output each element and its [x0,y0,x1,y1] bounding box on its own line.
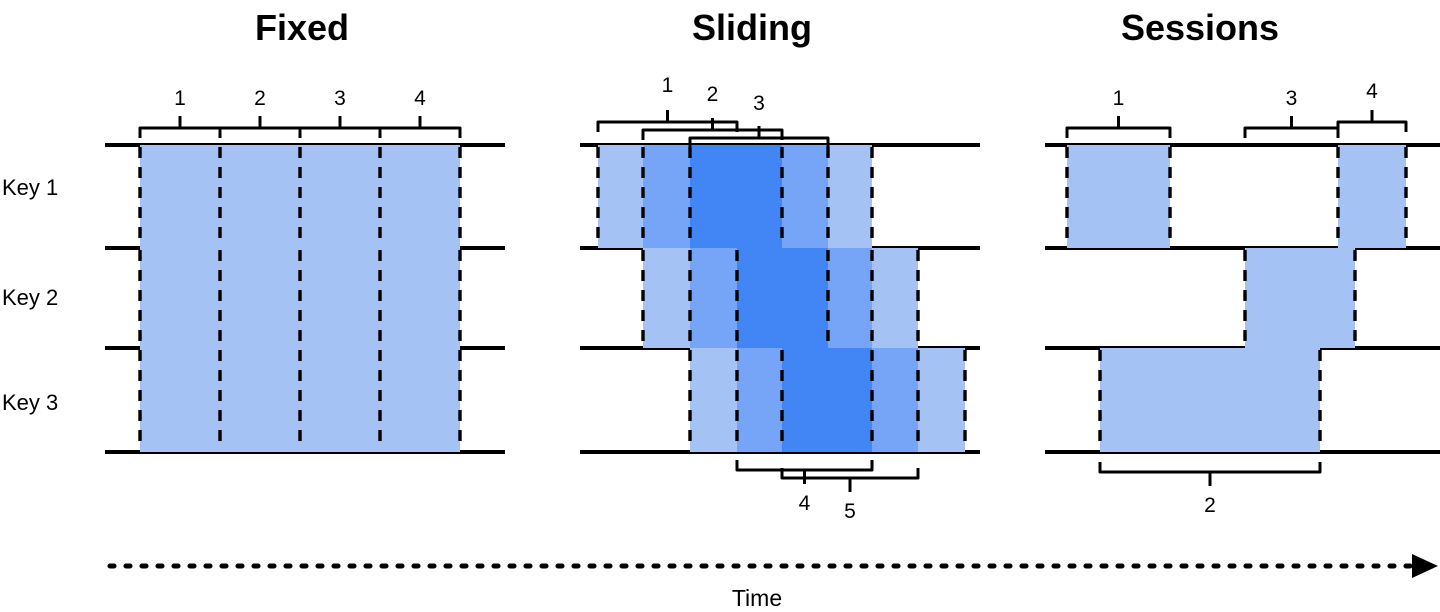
row-label-key-1: Key 1 [2,175,58,200]
box-fixed-key-2-seg-0 [140,248,220,348]
window-number-fixed-2: 2 [254,87,266,110]
window-number-fixed-1: 1 [174,87,186,110]
bracket-sessions-window-1 [1065,126,1172,138]
window-number-sessions-3: 3 [1286,87,1298,110]
bracket-sessions-window-4 [1336,120,1408,132]
box-sliding-key-1-seg-4 [828,145,872,248]
window-number-fixed-3: 3 [334,87,346,110]
box-fixed-key-3-seg-3 [380,348,460,452]
panel-title-sliding: Sliding [692,7,812,48]
box-sessions-key-2-seg-0 [1245,248,1355,348]
window-number-sessions-1: 1 [1113,87,1125,110]
box-sliding-key-3-seg-1 [737,348,782,452]
panel-title-sessions: Sessions [1121,7,1279,48]
box-sliding-key-1-seg-3 [782,145,828,248]
bracket-sessions-window-2 [1098,462,1322,474]
box-sliding-key-2-seg-0 [643,248,690,348]
box-sliding-key-1-seg-1 [643,145,690,248]
box-sliding-key-3-seg-0 [690,348,737,452]
window-number-fixed-4: 4 [414,87,426,110]
window-number-sliding-4: 4 [799,492,811,515]
box-fixed-key-3-seg-1 [220,348,300,452]
box-sliding-key-3-seg-3 [872,348,918,452]
box-fixed-key-3-seg-0 [140,348,220,452]
bracket-fixed-window-4 [378,126,462,138]
box-sliding-key-2-seg-2 [737,248,828,348]
time-axis-arrow-icon [1412,554,1438,578]
box-sliding-key-3-seg-4 [918,348,965,452]
panels-geometry: 1 2 3 4 1 2 3 1 3 4 4 5 2 [105,74,1440,523]
window-number-sliding-5: 5 [844,500,856,523]
box-sliding-key-2-seg-3 [828,248,872,348]
window-number-sessions-2: 2 [1204,494,1216,517]
panel-title-fixed: Fixed [255,7,349,48]
row-label-key-3: Key 3 [2,390,58,415]
window-number-sessions-4: 4 [1366,80,1378,103]
bracket-fixed-window-3 [298,126,382,138]
bracket-sliding-window-4 [735,460,874,472]
box-sliding-key-1-seg-0 [598,145,643,248]
box-sliding-key-3-seg-2 [782,348,872,452]
window-number-sliding-2: 2 [707,83,719,106]
box-fixed-key-1-seg-3 [380,145,460,248]
box-sessions-key-3-seg-0 [1100,348,1320,452]
bracket-fixed-window-1 [138,126,222,138]
window-number-sliding-1: 1 [662,74,674,97]
box-sessions-key-1-seg-1 [1338,145,1406,248]
box-fixed-key-1-seg-0 [140,145,220,248]
box-fixed-key-1-seg-1 [220,145,300,248]
row-label-key-2: Key 2 [2,285,58,310]
box-fixed-key-3-seg-2 [300,348,380,452]
time-axis-label: Time [732,585,782,611]
box-fixed-key-2-seg-1 [220,248,300,348]
bracket-fixed-window-2 [218,126,302,138]
box-fixed-key-1-seg-2 [300,145,380,248]
box-sessions-key-1-seg-0 [1067,145,1170,248]
bracket-sessions-window-3 [1243,126,1340,138]
box-fixed-key-2-seg-3 [380,248,460,348]
box-sliding-key-1-seg-2 [690,145,782,248]
box-sliding-key-2-seg-4 [872,248,918,348]
box-fixed-key-2-seg-2 [300,248,380,348]
box-sliding-key-2-seg-1 [690,248,737,348]
window-number-sliding-3: 3 [753,92,765,115]
